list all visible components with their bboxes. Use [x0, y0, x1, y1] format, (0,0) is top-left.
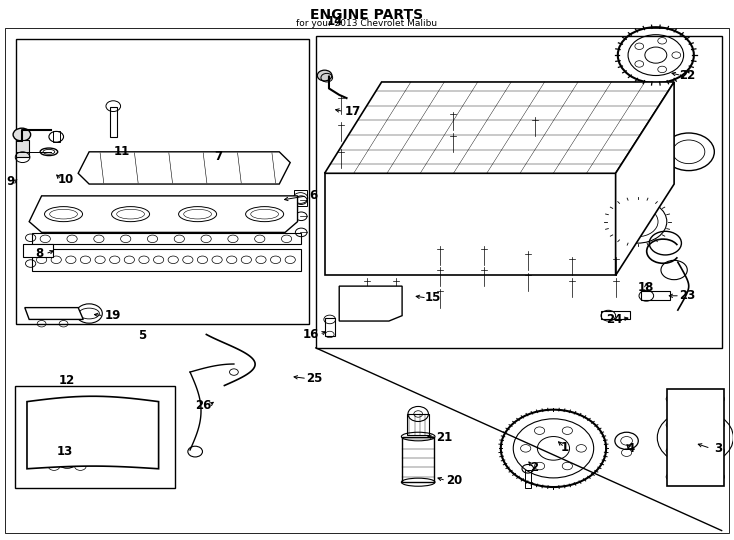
Bar: [53, 131, 60, 142]
Bar: [407, 414, 429, 435]
Text: 22: 22: [679, 69, 695, 82]
Text: 19: 19: [104, 309, 120, 322]
Polygon shape: [339, 286, 402, 321]
Bar: [402, 436, 435, 482]
Bar: [642, 292, 670, 300]
Text: 11: 11: [114, 145, 130, 158]
Bar: [294, 191, 307, 206]
Bar: [32, 233, 301, 244]
Text: 8: 8: [35, 247, 43, 260]
Text: 26: 26: [195, 399, 211, 412]
Text: 14: 14: [327, 15, 343, 28]
Ellipse shape: [178, 207, 217, 221]
Polygon shape: [666, 389, 724, 486]
Bar: [324, 319, 335, 335]
Text: 7: 7: [214, 150, 222, 163]
Text: 5: 5: [139, 329, 147, 342]
Text: 1: 1: [560, 441, 569, 454]
Text: 3: 3: [714, 442, 722, 455]
Text: 4: 4: [626, 442, 634, 455]
Ellipse shape: [112, 207, 150, 221]
Text: ENGINE PARTS: ENGINE PARTS: [310, 8, 424, 22]
Circle shape: [13, 128, 31, 141]
Text: 13: 13: [57, 445, 73, 458]
Bar: [601, 312, 631, 320]
Polygon shape: [25, 308, 83, 320]
Text: 20: 20: [446, 474, 463, 487]
Text: 6: 6: [309, 190, 317, 202]
Polygon shape: [27, 396, 159, 469]
Bar: [316, 36, 722, 348]
Text: 10: 10: [57, 173, 74, 186]
Bar: [32, 248, 301, 271]
Text: 25: 25: [306, 372, 322, 385]
Text: 24: 24: [606, 313, 622, 326]
Circle shape: [317, 70, 332, 81]
Polygon shape: [78, 152, 290, 184]
Polygon shape: [616, 82, 674, 275]
Text: 9: 9: [6, 175, 14, 188]
Text: for your 2013 Chevrolet Malibu: for your 2013 Chevrolet Malibu: [297, 19, 437, 29]
Polygon shape: [29, 196, 297, 232]
Bar: [109, 107, 117, 137]
Polygon shape: [324, 173, 616, 275]
Text: 21: 21: [436, 431, 452, 444]
Bar: [16, 39, 308, 323]
Text: 16: 16: [302, 328, 319, 341]
Text: 12: 12: [59, 374, 76, 387]
Text: 15: 15: [425, 292, 441, 305]
Ellipse shape: [45, 207, 82, 221]
Bar: [16, 140, 29, 157]
Bar: [525, 470, 531, 488]
Text: 23: 23: [679, 289, 695, 302]
Polygon shape: [324, 82, 674, 173]
Text: 2: 2: [530, 461, 538, 474]
Ellipse shape: [246, 207, 283, 221]
Polygon shape: [23, 244, 53, 256]
Bar: [15, 386, 175, 488]
Text: 17: 17: [344, 105, 360, 118]
Text: 18: 18: [638, 281, 655, 294]
